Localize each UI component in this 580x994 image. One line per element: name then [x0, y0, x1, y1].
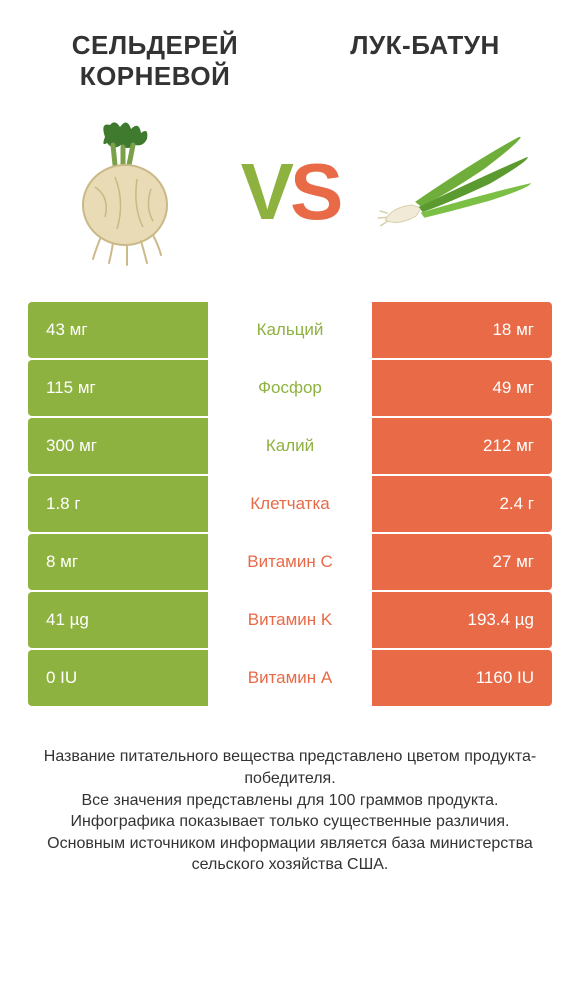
green-onion-icon: [370, 137, 540, 247]
table-row: 41 µgВитамин K193.4 µg: [28, 592, 552, 648]
value-right: 2.4 г: [372, 476, 552, 532]
table-row: 8 мгВитамин C27 мг: [28, 534, 552, 590]
value-right: 1160 IU: [372, 650, 552, 706]
image-right: [349, 112, 560, 272]
title-right: ЛУК-БАТУН: [290, 30, 560, 61]
value-right: 27 мг: [372, 534, 552, 590]
infographic: СЕЛЬДЕРЕЙ КОРНЕВОЙ ЛУК-БАТУН VS: [0, 0, 580, 994]
nutrient-label: Витамин A: [208, 650, 372, 706]
vs-label: VS: [231, 146, 350, 238]
value-right: 212 мг: [372, 418, 552, 474]
table-row: 300 мгКалий212 мг: [28, 418, 552, 474]
footer-line: Все значения представлены для 100 граммо…: [20, 790, 560, 812]
value-left: 1.8 г: [28, 476, 208, 532]
nutrient-label: Кальций: [208, 302, 372, 358]
nutrient-label: Витамин C: [208, 534, 372, 590]
nutrient-label: Фосфор: [208, 360, 372, 416]
footer: Название питательного вещества представл…: [0, 706, 580, 896]
footer-line: Название питательного вещества представл…: [20, 746, 560, 789]
value-left: 8 мг: [28, 534, 208, 590]
table-row: 115 мгФосфор49 мг: [28, 360, 552, 416]
title-left: СЕЛЬДЕРЕЙ КОРНЕВОЙ: [20, 30, 290, 92]
value-left: 43 мг: [28, 302, 208, 358]
comparison-table: 43 мгКальций18 мг115 мгФосфор49 мг300 мг…: [0, 302, 580, 706]
value-right: 18 мг: [372, 302, 552, 358]
header: СЕЛЬДЕРЕЙ КОРНЕВОЙ ЛУК-БАТУН: [0, 0, 580, 102]
hero: VS: [0, 102, 580, 302]
image-left: [20, 112, 231, 272]
value-left: 300 мг: [28, 418, 208, 474]
nutrient-label: Витамин K: [208, 592, 372, 648]
footer-line: Инфографика показывает только существенн…: [20, 811, 560, 833]
nutrient-label: Клетчатка: [208, 476, 372, 532]
value-right: 193.4 µg: [372, 592, 552, 648]
vs-v: V: [241, 146, 290, 238]
celery-root-icon: [55, 117, 195, 267]
value-left: 0 IU: [28, 650, 208, 706]
footer-line: Основным источником информации является …: [20, 833, 560, 876]
nutrient-label: Калий: [208, 418, 372, 474]
value-left: 41 µg: [28, 592, 208, 648]
vs-s: S: [290, 146, 339, 238]
value-left: 115 мг: [28, 360, 208, 416]
value-right: 49 мг: [372, 360, 552, 416]
table-row: 0 IUВитамин A1160 IU: [28, 650, 552, 706]
table-row: 1.8 гКлетчатка2.4 г: [28, 476, 552, 532]
table-row: 43 мгКальций18 мг: [28, 302, 552, 358]
